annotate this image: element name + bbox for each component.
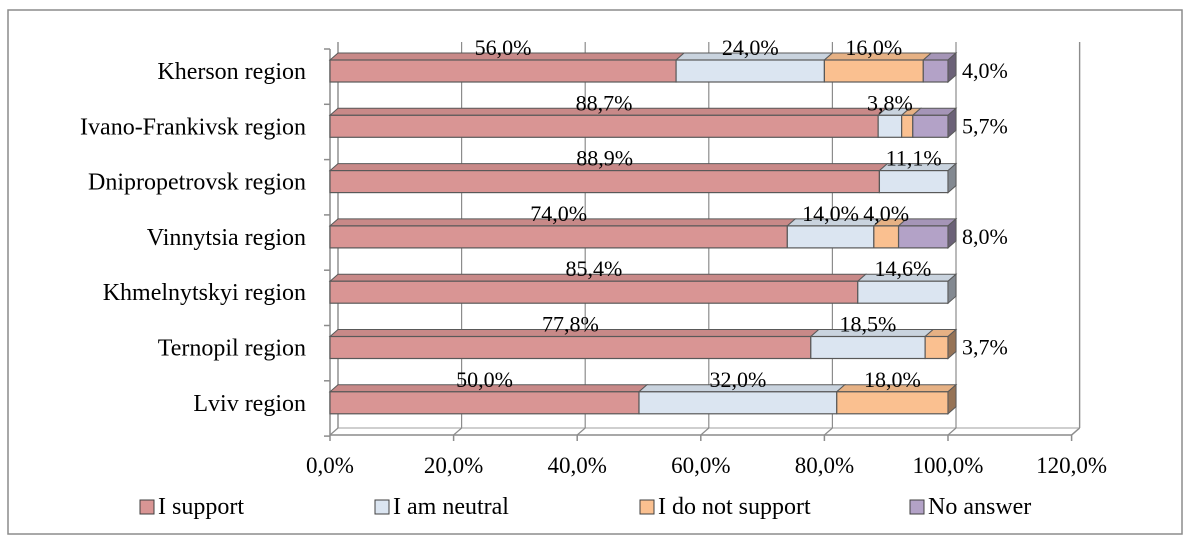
x-tick-label: 40,0%: [547, 453, 606, 478]
floor-gridline: [453, 427, 462, 436]
data-label: 85,4%: [565, 256, 622, 281]
category-label: Dnipropetrovsk region: [88, 170, 306, 196]
legend-label: I do not support: [658, 494, 811, 520]
data-label: 77,8%: [542, 312, 599, 337]
data-label: 16,0%: [845, 35, 902, 60]
bar-segment: [922, 59, 949, 83]
data-label: 88,9%: [576, 146, 633, 171]
bar-segment: [877, 114, 903, 138]
category-label: Vinnytsia region: [147, 225, 306, 251]
floor-gridline: [700, 427, 710, 436]
x-tick-label: 100,0%: [913, 453, 984, 478]
data-label: 4,0%: [962, 58, 1008, 83]
bar-segment-side: [947, 107, 957, 139]
bar-segment: [329, 391, 640, 415]
x-tick-label: 120,0%: [1036, 453, 1107, 478]
bar-segment-side: [947, 383, 957, 415]
floor-gridline: [576, 427, 586, 436]
data-label: 88,7%: [576, 90, 633, 115]
data-label: 11,1%: [886, 146, 942, 171]
data-label: 3,8%: [867, 90, 913, 115]
data-label: 56,0%: [475, 35, 532, 60]
data-label: 3,7%: [962, 335, 1008, 360]
data-label: 32,0%: [709, 367, 766, 392]
bar-segment-side: [947, 217, 957, 250]
bar-segment: [810, 335, 926, 360]
bar-segment: [675, 59, 826, 83]
category-label: Khmelnytskyi region: [103, 280, 306, 306]
data-label: 18,0%: [864, 367, 921, 392]
data-label: 5,7%: [962, 113, 1008, 138]
bar-segment: [897, 225, 949, 249]
legend-label: I am neutral: [393, 494, 509, 520]
data-label: 50,0%: [456, 367, 513, 392]
bar-segment-side: [947, 51, 957, 84]
bar-segment-side: [947, 273, 957, 305]
floor-gridline: [1071, 427, 1080, 436]
category-label: Ternopil region: [158, 336, 306, 362]
data-label: 14,0%: [802, 201, 859, 226]
data-label: 74,0%: [530, 201, 587, 226]
legend-swatch: [909, 499, 925, 515]
bar-segment: [873, 225, 900, 249]
floor-gridline: [824, 427, 833, 436]
legend-swatch: [139, 499, 155, 515]
bar-segment: [329, 114, 879, 138]
x-tick-label: 20,0%: [424, 453, 483, 478]
data-label: 24,0%: [722, 35, 779, 60]
x-tick-label: 60,0%: [671, 453, 730, 478]
data-label: 18,5%: [840, 312, 897, 337]
chart-frame: [7, 9, 1183, 535]
x-tick-label: 80,0%: [795, 453, 854, 478]
floor-gridline: [329, 427, 339, 436]
bar-segment: [857, 280, 949, 304]
bar-segment: [329, 225, 788, 249]
bar-segment: [878, 170, 949, 194]
data-label: 8,0%: [962, 224, 1008, 249]
bar-segment: [329, 59, 677, 83]
legend-swatch: [374, 499, 390, 515]
category-label: Lviv region: [193, 391, 306, 417]
bar-segment: [329, 335, 812, 360]
legend-label: I support: [158, 494, 244, 520]
bar-segment: [924, 335, 949, 360]
category-label: Ivano-Frankivsk region: [80, 114, 306, 140]
bar-segment: [329, 280, 859, 304]
category-label: Kherson region: [157, 59, 306, 85]
x-tick-label: 0,0%: [306, 453, 354, 478]
bar-segment-side: [947, 328, 957, 360]
data-label: 4,0%: [863, 201, 909, 226]
legend-label: No answer: [928, 494, 1031, 520]
bar-segment: [836, 391, 949, 415]
data-label: 14,6%: [874, 256, 931, 281]
floor-gridline: [947, 427, 957, 436]
bar-segment: [329, 170, 881, 194]
bar-segment: [901, 114, 914, 138]
bar-segment-side: [947, 162, 957, 194]
bar-segment: [638, 391, 838, 415]
bar-segment: [786, 225, 875, 249]
bar-segment: [823, 59, 924, 83]
legend-swatch: [639, 499, 655, 515]
bar-segment: [912, 114, 949, 138]
